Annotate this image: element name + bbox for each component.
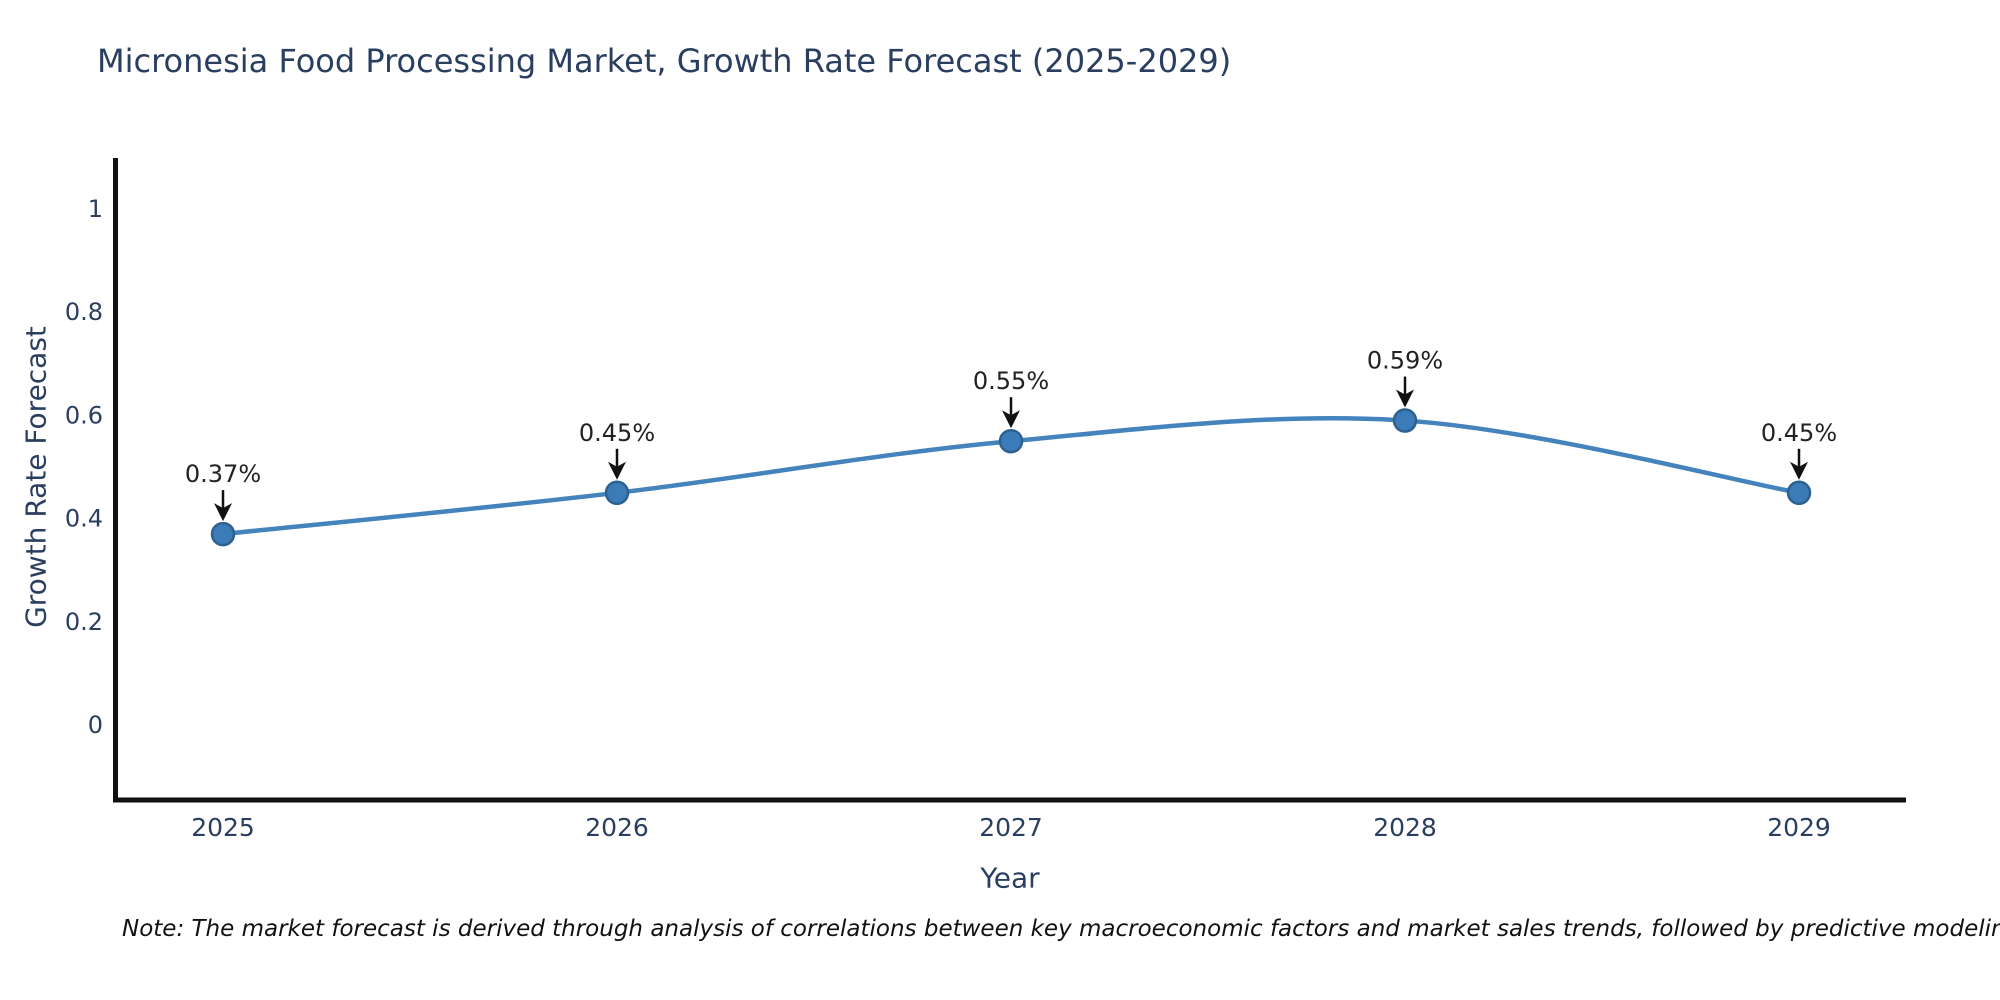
- y-tick-label: 1: [88, 195, 103, 223]
- footnote: Note: The market forecast is derived thr…: [122, 916, 2000, 942]
- annotation-arrowhead-icon: [1002, 410, 1020, 429]
- data-point-marker: [1392, 408, 1418, 433]
- x-tick-label: 2029: [1767, 813, 1831, 842]
- data-point-marker: [1786, 480, 1812, 506]
- annotation-label: 0.55%: [973, 367, 1049, 395]
- annotation-arrowhead-icon: [214, 503, 232, 522]
- annotation-label: 0.59%: [1367, 347, 1443, 375]
- x-tick-label: 2026: [585, 813, 649, 842]
- data-point-marker: [210, 521, 236, 547]
- x-tick-label: 2027: [979, 813, 1043, 842]
- annotation-arrowhead-icon: [608, 461, 626, 480]
- x-axis-title: Year: [980, 861, 1040, 895]
- annotation-arrowhead-icon: [1396, 389, 1414, 408]
- y-tick-label: 0.8: [65, 298, 103, 326]
- y-tick-label: 0: [88, 711, 103, 739]
- x-tick-label: 2025: [191, 813, 255, 842]
- y-tick-label: 0.4: [65, 505, 103, 533]
- data-point-marker: [604, 480, 630, 506]
- y-tick-label: 0.6: [65, 401, 103, 429]
- data-point-marker: [998, 428, 1024, 454]
- annotation-label: 0.45%: [579, 419, 655, 447]
- y-tick-label: 0.2: [65, 608, 103, 636]
- chart-title: Micronesia Food Processing Market, Growt…: [97, 42, 1232, 80]
- annotation-label: 0.37%: [185, 460, 261, 488]
- annotation-label: 0.45%: [1761, 419, 1837, 447]
- annotation-arrowhead-icon: [1790, 461, 1808, 480]
- x-tick-label: 2028: [1373, 813, 1437, 842]
